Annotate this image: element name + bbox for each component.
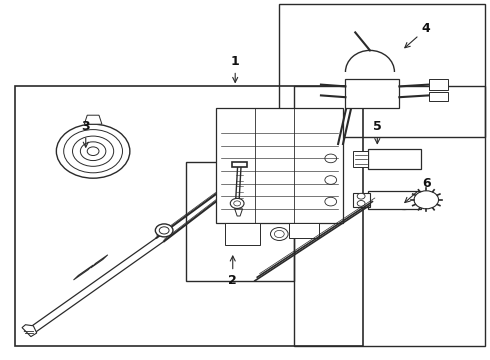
Polygon shape [429,92,448,101]
Polygon shape [216,108,343,223]
Bar [186,162,294,281]
Circle shape [230,198,244,208]
Circle shape [325,154,337,163]
Polygon shape [353,151,368,167]
Polygon shape [429,79,448,90]
Polygon shape [22,325,37,337]
Circle shape [325,197,337,206]
Polygon shape [353,193,370,207]
Polygon shape [368,149,421,169]
Circle shape [155,224,173,237]
Circle shape [393,194,415,210]
Polygon shape [232,162,247,167]
Circle shape [270,228,288,240]
Circle shape [357,201,365,206]
Polygon shape [91,255,108,268]
Bar [294,86,485,346]
Text: 6: 6 [405,177,431,203]
Polygon shape [235,209,243,216]
Text: 2: 2 [228,256,237,287]
Circle shape [414,191,439,209]
Text: 1: 1 [231,55,240,82]
Text: 3: 3 [81,120,90,147]
Bar [15,86,363,346]
Bar [279,4,485,137]
Polygon shape [289,223,318,238]
Text: 4: 4 [405,22,431,48]
Circle shape [357,193,365,199]
Polygon shape [345,79,399,108]
Polygon shape [368,191,421,209]
Polygon shape [225,223,260,245]
Circle shape [56,124,130,178]
Circle shape [325,176,337,184]
Polygon shape [74,265,93,280]
Polygon shape [84,115,102,124]
Text: 5: 5 [373,120,382,144]
